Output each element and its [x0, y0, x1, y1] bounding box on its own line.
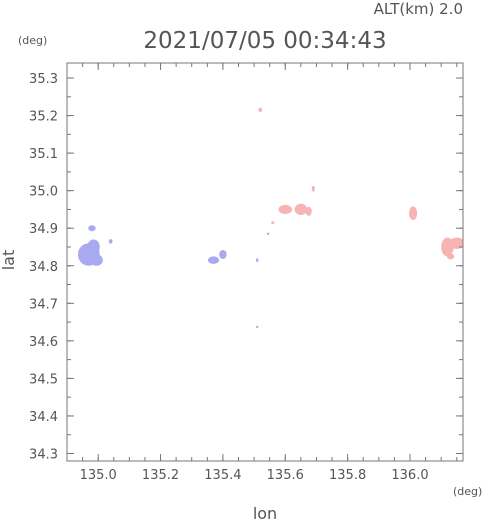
datetime-title: 2021/07/05 00:34:43	[143, 28, 386, 54]
echo-blue-blob	[108, 239, 113, 244]
y-tick-label: 34.5	[29, 372, 58, 387]
x-tick-label: 135.4	[204, 468, 241, 483]
plot-frame	[66, 62, 464, 462]
echo-red-blob	[311, 185, 315, 192]
echo-red-blob	[409, 206, 418, 220]
x-tick-label: 135.8	[329, 468, 366, 483]
y-tick-label: 34.8	[29, 260, 58, 275]
axis-ticks: 135.0 135.2 135.4 135.6 135.8 136.0 34.3 34.4 34…	[29, 63, 463, 483]
y-axis-label: lat	[0, 250, 18, 271]
echo-blue-blob	[88, 225, 96, 232]
echo-red-blob	[446, 253, 455, 260]
y-tick-label: 34.7	[29, 297, 58, 312]
echo-blue-blob	[207, 256, 220, 264]
echo-red-blob	[271, 221, 275, 225]
echo-red-blob	[448, 237, 463, 249]
y-tick-label: 35.3	[29, 72, 58, 87]
echo-blue-blob	[87, 239, 100, 255]
y-tick-label: 35.2	[29, 110, 58, 125]
x-axis-label: lon	[253, 504, 277, 521]
x-unit-label: (deg)	[453, 485, 482, 498]
y-tick-label: 34.4	[29, 410, 58, 425]
echo-red-blob	[258, 107, 263, 113]
y-tick-label: 35.1	[29, 147, 58, 162]
plot-area: 135.0 135.2 135.4 135.6 135.8 136.0 34.3 34.4 34…	[29, 62, 464, 483]
echo-blue-blob	[90, 254, 103, 266]
y-tick-label: 35.0	[29, 185, 58, 200]
x-tick-label: 135.6	[267, 468, 304, 483]
echo-blue-blob	[219, 249, 227, 259]
y-tick-label: 34.9	[29, 222, 58, 237]
altitude-label: ALT(km) 2.0	[374, 0, 463, 18]
x-tick-label: 135.0	[80, 468, 117, 483]
echo-blue-blob	[266, 232, 270, 236]
y-tick-label: 34.3	[29, 447, 58, 462]
x-tick-label: 135.2	[142, 468, 179, 483]
y-tick-label: 34.6	[29, 335, 58, 350]
echo-red-blob	[278, 204, 293, 214]
echo-blue-blob	[256, 325, 259, 329]
echo-red-blob	[294, 203, 308, 216]
echo-red-blob	[305, 206, 312, 216]
radar-echo-marks	[77, 107, 463, 329]
y-unit-label: (deg)	[18, 34, 47, 47]
echo-blue-blob	[256, 258, 259, 263]
x-tick-label: 136.0	[391, 468, 428, 483]
